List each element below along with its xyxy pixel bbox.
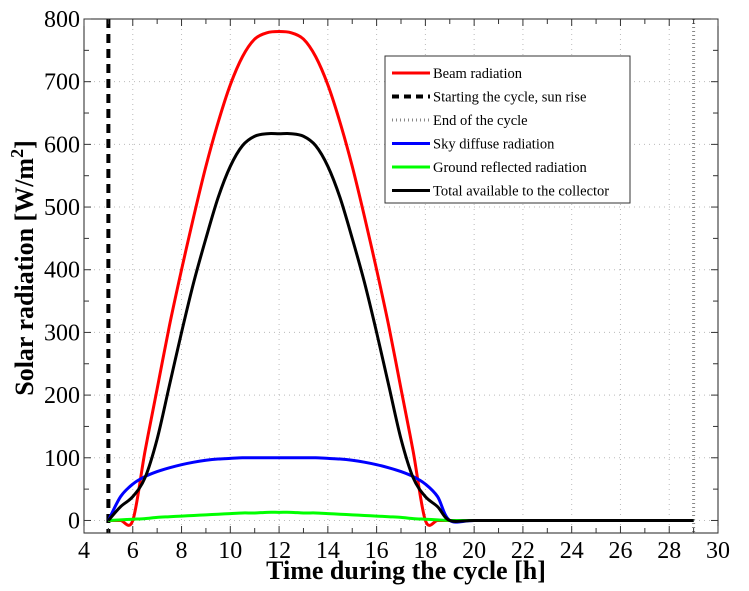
- y-tick-label: 300: [44, 320, 80, 346]
- x-tick-label: 26: [608, 538, 632, 564]
- cycle-markers: [106, 19, 696, 533]
- y-tick-label: 400: [44, 258, 80, 284]
- legend-label: End of the cycle: [433, 113, 528, 129]
- data-series: [107, 30, 694, 527]
- x-tick-label: 28: [657, 538, 681, 564]
- y-tick-label: 800: [44, 7, 80, 33]
- y-tick-label: 200: [44, 383, 80, 409]
- legend-label: Beam radiation: [433, 66, 523, 82]
- x-tick-label: 12: [267, 538, 291, 564]
- x-tick-label: 24: [560, 538, 584, 564]
- x-tick-label: 10: [218, 538, 242, 564]
- y-tick-labels: 0 100 200 300 400 500 600 700 800: [44, 7, 80, 534]
- y-axis-title-superscript: 2: [7, 149, 27, 158]
- legend-box: [384, 55, 631, 204]
- y-axis-title: Solar radiation [W/m2]: [7, 140, 39, 396]
- x-tick-label: 16: [365, 538, 389, 564]
- x-axis-title: Time during the cycle [h]: [266, 556, 546, 585]
- x-tick-label: 14: [316, 538, 340, 564]
- axis-ticks: [83, 18, 719, 533]
- x-tick-label: 8: [176, 538, 188, 564]
- legend-label: Total available to the collector: [433, 184, 609, 200]
- legend-label: Sky diffuse radiation: [433, 137, 555, 153]
- y-axis-title-suffix: ]: [10, 140, 39, 149]
- series-total-available-to-the-collector: [107, 132, 694, 523]
- x-tick-labels: 4 6 8 10 12 14 16 18 20 22 24 26 28 30: [78, 538, 730, 564]
- x-tick-label: 22: [511, 538, 535, 564]
- x-tick-label: 30: [706, 538, 730, 564]
- y-tick-label: 700: [44, 70, 80, 96]
- x-tick-label: 18: [413, 538, 437, 564]
- x-tick-label: 4: [78, 538, 90, 564]
- y-tick-label: 500: [44, 195, 80, 221]
- legend: Beam radiation Starting the cycle, sun ri…: [384, 55, 631, 204]
- y-axis-title-main: Solar radiation [W/m: [10, 158, 39, 396]
- legend-label: Ground reflected radiation: [433, 160, 588, 176]
- y-tick-label: 0: [68, 508, 80, 534]
- y-tick-label: 100: [44, 446, 80, 472]
- x-tick-label: 6: [127, 538, 139, 564]
- y-tick-label: 600: [44, 132, 80, 158]
- x-tick-label: 20: [462, 538, 486, 564]
- legend-label: Starting the cycle, sun rise: [433, 90, 586, 106]
